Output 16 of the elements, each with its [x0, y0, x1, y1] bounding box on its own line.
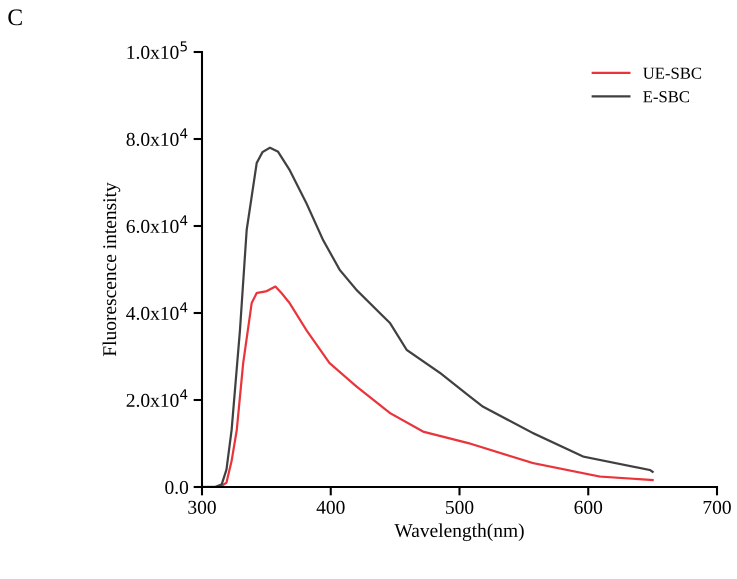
y-tick-label: 1.0x10$^{5}$ — [128, 41, 187, 60]
y-tick-label: 8.0x10$^{4}$ — [126, 128, 188, 146]
x-tick-label: 700 — [704, 500, 731, 514]
y-tick-label: 6.0x10$^{4}$ — [126, 215, 188, 234]
y-tick-label: 4.0x10$^{4}$ — [126, 302, 188, 320]
x-tick-label: 600 — [574, 500, 602, 514]
y-axis-title: Fluorescence intensity — [102, 182, 120, 356]
x-tick-label: 400 — [316, 500, 345, 514]
y-tick-label: 0.0 — [165, 480, 188, 494]
text: C — [8, 9, 22, 26]
legend-label: E-SBC — [643, 91, 690, 102]
x-tick-label: 500 — [446, 500, 474, 514]
x-tick-label: 300 — [188, 500, 216, 514]
legend-label: UE-SBC — [643, 68, 702, 79]
y-tick-label: 2.0x10$^{4}$ — [126, 389, 188, 408]
x-axis-title: Wavelength(nm) — [394, 523, 524, 542]
